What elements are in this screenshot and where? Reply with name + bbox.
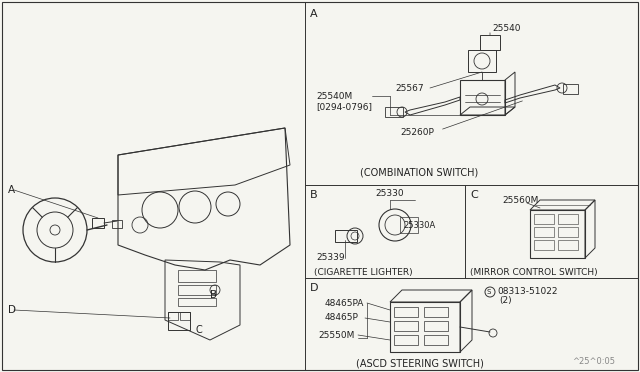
Bar: [424, 335, 448, 345]
Text: 48465P: 48465P: [325, 314, 359, 323]
Bar: [424, 307, 448, 317]
Bar: [335, 230, 357, 242]
Text: [0294-0796]: [0294-0796]: [316, 103, 372, 112]
Bar: [92, 218, 104, 228]
Bar: [178, 270, 216, 282]
Bar: [168, 312, 190, 330]
Bar: [480, 35, 500, 50]
Bar: [558, 214, 578, 224]
Text: B: B: [210, 290, 217, 300]
Text: 25540M: 25540M: [316, 92, 352, 100]
Text: 48465PA: 48465PA: [325, 298, 364, 308]
Bar: [468, 50, 496, 72]
Text: 25339: 25339: [316, 253, 344, 263]
Bar: [558, 227, 578, 237]
Text: 25260P: 25260P: [400, 128, 434, 137]
Text: B: B: [310, 190, 317, 200]
Text: 25550M: 25550M: [318, 330, 355, 340]
Bar: [112, 220, 122, 228]
Text: C: C: [195, 325, 202, 335]
Text: A: A: [8, 185, 15, 195]
Text: D: D: [8, 305, 16, 315]
Bar: [534, 240, 554, 250]
Text: D: D: [310, 283, 319, 293]
Text: A: A: [310, 9, 317, 19]
Bar: [168, 312, 178, 320]
Text: 25330A: 25330A: [403, 221, 435, 230]
Bar: [178, 285, 216, 295]
Bar: [178, 298, 216, 306]
Bar: [563, 84, 578, 94]
Bar: [394, 307, 418, 317]
Bar: [394, 335, 418, 345]
Bar: [400, 217, 418, 233]
Text: S: S: [487, 289, 491, 295]
Text: (COMBINATION SWITCH): (COMBINATION SWITCH): [360, 167, 478, 177]
Text: 25330: 25330: [376, 189, 404, 198]
Text: ^25^0:05: ^25^0:05: [572, 357, 615, 366]
Text: 25540: 25540: [492, 23, 520, 32]
Bar: [558, 240, 578, 250]
Bar: [460, 80, 505, 115]
Bar: [180, 312, 190, 320]
Bar: [534, 214, 554, 224]
Text: (CIGARETTE LIGHTER): (CIGARETTE LIGHTER): [314, 267, 413, 276]
Bar: [390, 302, 460, 352]
Bar: [394, 321, 418, 331]
Bar: [424, 321, 448, 331]
Text: C: C: [470, 190, 477, 200]
Text: 25567: 25567: [395, 83, 424, 93]
Bar: [534, 227, 554, 237]
Bar: [385, 107, 403, 117]
Text: (ASCD STEERING SWITCH): (ASCD STEERING SWITCH): [356, 358, 484, 368]
Text: 25560M: 25560M: [502, 196, 538, 205]
Text: (MIRROR CONTROL SWITCH): (MIRROR CONTROL SWITCH): [470, 267, 598, 276]
Text: (2): (2): [499, 296, 511, 305]
Bar: [530, 210, 585, 258]
Text: 08313-51022: 08313-51022: [497, 286, 557, 295]
